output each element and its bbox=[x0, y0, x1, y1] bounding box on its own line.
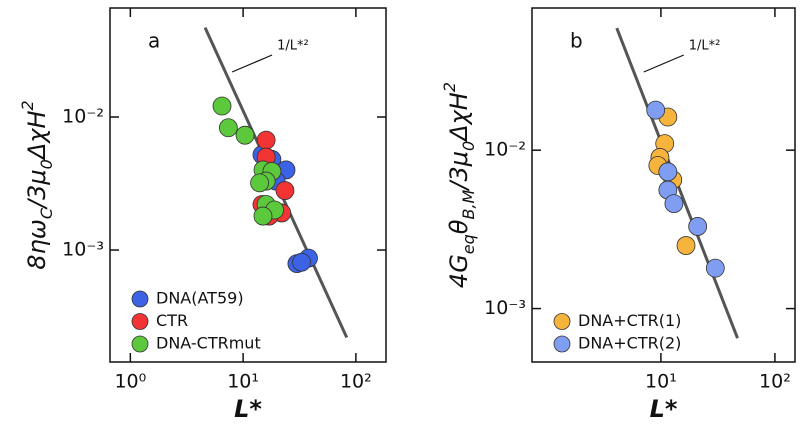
x-tick-label: 10² bbox=[759, 371, 791, 393]
data-point bbox=[212, 96, 232, 116]
data-point bbox=[250, 173, 269, 193]
annotation: 1/L*² bbox=[277, 39, 309, 54]
plot-frame bbox=[531, 7, 796, 363]
data-point bbox=[664, 194, 684, 214]
y-tick-label: 10⁻³ bbox=[484, 297, 526, 319]
y-axis-label: 4GeqθB,M/3μ0ΔχH2 bbox=[440, 82, 478, 288]
x-tick-label: 10² bbox=[340, 371, 372, 393]
y-label-part: /3μ bbox=[445, 151, 473, 192]
data-point bbox=[275, 181, 295, 200]
panel-label: b bbox=[570, 29, 583, 53]
data-point bbox=[235, 125, 255, 145]
legend-label: DNA-CTRmut bbox=[156, 334, 261, 353]
legend-marker bbox=[553, 313, 571, 330]
data-point bbox=[705, 258, 725, 278]
y-label-part: eq bbox=[459, 234, 478, 254]
y-label-part: 0 bbox=[37, 159, 56, 169]
legend-label: DNA+CTR(1) bbox=[578, 311, 681, 330]
y-label-part: 8ηω bbox=[23, 219, 51, 270]
legend-marker bbox=[553, 335, 571, 353]
y-label-part: θ bbox=[445, 219, 473, 234]
annotation-pointer bbox=[231, 54, 273, 73]
y-label-part: B,M bbox=[459, 189, 478, 219]
data-point bbox=[292, 252, 311, 272]
data-point bbox=[688, 217, 708, 236]
data-point bbox=[253, 206, 273, 226]
panel-label: a bbox=[148, 29, 160, 53]
y-label-part: 0 bbox=[459, 141, 478, 151]
y-tick-label: 10⁻³ bbox=[62, 239, 104, 261]
data-point bbox=[256, 130, 276, 150]
x-axis-label: L* bbox=[650, 395, 678, 423]
legend-marker bbox=[131, 290, 149, 308]
y-label-part: 2 bbox=[18, 100, 37, 110]
y-label-part: /3μ bbox=[23, 169, 51, 210]
panel: 10⁰ 10¹ 10² 10⁻³ 10⁻² L* 8ηωC/3μ0ΔχH2 a 1/L*² DNA… bbox=[18, 7, 387, 423]
legend-marker bbox=[131, 313, 149, 330]
data-point bbox=[676, 236, 696, 255]
y-label-part: 4G bbox=[445, 254, 473, 288]
x-tick-label: 10¹ bbox=[227, 371, 259, 393]
legend-label: DNA(AT59) bbox=[156, 289, 244, 308]
legend-label: CTR bbox=[156, 311, 188, 330]
x-tick-label: 10⁰ bbox=[114, 371, 146, 393]
x-tick-label: 10¹ bbox=[645, 371, 677, 393]
plot-frame bbox=[109, 7, 387, 363]
annotation: 1/L*² bbox=[689, 39, 721, 54]
annotation-pointer bbox=[643, 54, 685, 73]
y-label-part: 2 bbox=[440, 82, 459, 92]
legend-label: DNA+CTR(2) bbox=[578, 334, 681, 353]
data-point bbox=[218, 118, 238, 138]
y-tick-label: 10⁻² bbox=[484, 139, 526, 161]
data-point bbox=[646, 100, 666, 120]
data-point bbox=[658, 162, 678, 182]
legend-marker bbox=[131, 335, 149, 353]
x-axis-label: L* bbox=[234, 395, 262, 423]
y-label-part: ΔχH bbox=[445, 92, 473, 143]
y-label-part: ΔχH bbox=[23, 110, 51, 161]
y-axis-label: 8ηωC/3μ0ΔχH2 bbox=[18, 100, 56, 269]
panel: 10¹ 10² 10⁻³ 10⁻² L* 4GeqθB,M/3μ0ΔχH2 b 1/L*² DN… bbox=[440, 7, 796, 423]
y-label-part: C bbox=[37, 207, 56, 219]
y-tick-label: 10⁻² bbox=[62, 106, 104, 128]
